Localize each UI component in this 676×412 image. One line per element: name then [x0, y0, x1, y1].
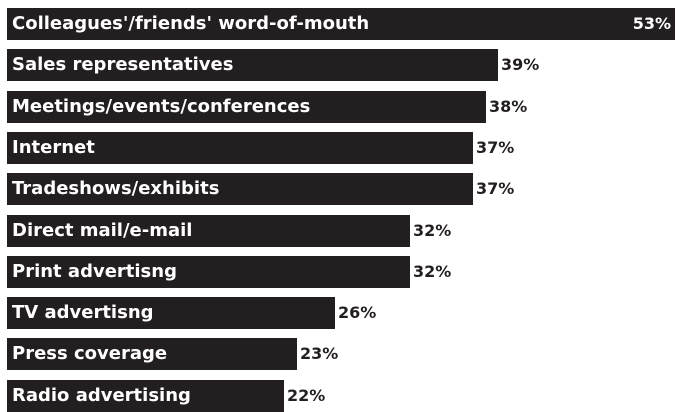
category-label: TV advertisng: [12, 302, 154, 323]
category-label: Print advertisng: [12, 261, 177, 282]
bar: [7, 256, 410, 288]
value-label: 23%: [300, 344, 339, 363]
bar: [7, 49, 498, 81]
category-label: Tradeshows/exhibits: [12, 178, 220, 199]
bar: [7, 380, 284, 412]
bar: [7, 338, 297, 370]
bar: [7, 297, 335, 329]
value-label: 38%: [489, 97, 528, 116]
category-label: Internet: [12, 137, 95, 158]
category-label: Radio advertising: [12, 385, 191, 406]
category-label: Meetings/events/conferences: [12, 96, 311, 117]
bar: [7, 215, 410, 247]
bar: [7, 91, 486, 123]
value-label: 37%: [476, 179, 515, 198]
value-label: 37%: [476, 138, 515, 157]
bar: [7, 173, 473, 205]
category-label: Colleagues'/friends' word-of-mouth: [12, 13, 370, 34]
bar: [7, 132, 473, 164]
category-label: Press coverage: [12, 343, 168, 364]
category-label: Sales representatives: [12, 54, 234, 75]
value-label: 53%: [632, 14, 671, 33]
value-label: 22%: [287, 386, 326, 405]
value-label: 39%: [501, 55, 540, 74]
value-label: 32%: [413, 262, 452, 281]
value-label: 32%: [413, 221, 452, 240]
bar: [7, 8, 675, 40]
value-label: 26%: [338, 303, 377, 322]
category-label: Direct mail/e-mail: [12, 220, 193, 241]
